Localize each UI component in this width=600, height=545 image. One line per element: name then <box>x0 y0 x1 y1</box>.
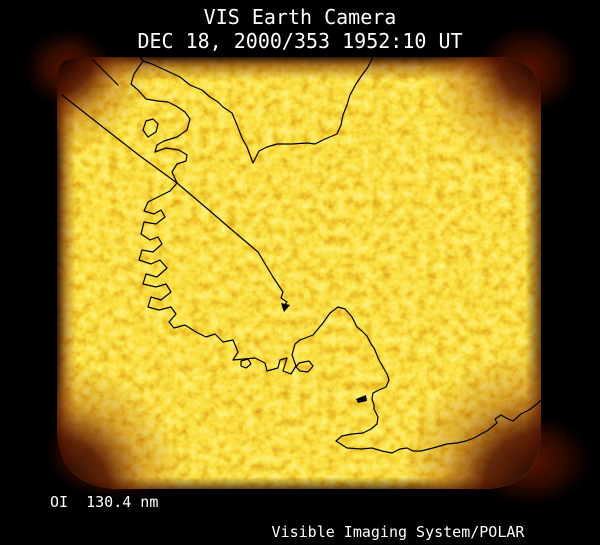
coastline-fjord-coast <box>130 60 541 454</box>
wavelength-label: OI 130.4 nm <box>50 493 159 511</box>
image-timestamp: DEC 18, 2000/353 1952:10 UT <box>137 29 463 53</box>
coastline-island-3 <box>295 360 314 373</box>
credit-line-1: Visible Imaging System/POLAR <box>271 523 525 541</box>
camera-frame <box>57 57 541 489</box>
coastline-terminator-diagonal <box>61 94 288 308</box>
coastline-island-1 <box>142 118 159 138</box>
coastline-diagonal-endcap <box>281 303 290 312</box>
coastline-overlay <box>61 57 541 454</box>
coastline-bay <box>139 57 374 164</box>
instrument-credit: Visible Imaging System/POLAR The Univers… <box>254 492 543 545</box>
image-title: VIS Earth Camera <box>203 5 397 29</box>
coastline-island-2 <box>240 358 252 369</box>
coastline-island-4 <box>356 395 367 403</box>
coastline-segment-short <box>92 59 119 86</box>
